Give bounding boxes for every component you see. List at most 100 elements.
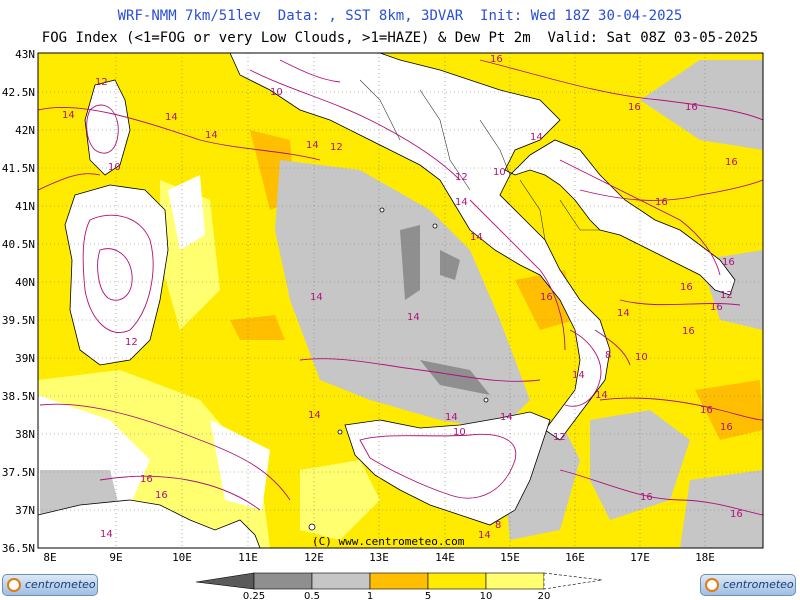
- contour-label: 16: [155, 490, 168, 501]
- contour-label: 10: [493, 167, 506, 178]
- contour-label: 8: [495, 520, 501, 531]
- lat-label: 41N: [15, 200, 35, 213]
- colorbar-segment-4: [427, 572, 487, 590]
- land-sicily: [344, 411, 551, 526]
- logo-globe-icon: [705, 578, 719, 592]
- contour-line: [559, 159, 721, 276]
- colorbar-label: 5: [425, 591, 431, 600]
- contour-label: 14: [478, 530, 491, 541]
- contour-line: [564, 329, 602, 407]
- border-line: [359, 79, 401, 141]
- border-line: [559, 199, 600, 231]
- contour-label: 16: [140, 474, 153, 485]
- colorbar-label: 10: [480, 591, 493, 600]
- contour-label: 14: [205, 130, 218, 141]
- contour-label: 12: [125, 337, 138, 348]
- lat-label: 41.5N: [2, 162, 35, 175]
- contour-label: 14: [530, 132, 543, 143]
- map-title-field: FOG Index (<1=FOG or very Low Clouds, >1…: [41, 30, 759, 46]
- lon-label: 11E: [238, 551, 258, 564]
- lon-label: 13E: [369, 551, 389, 564]
- lon-label: 14E: [435, 551, 455, 564]
- contour-line: [82, 214, 154, 334]
- contour-label: 14: [407, 312, 420, 323]
- contour-label: 16: [540, 292, 553, 303]
- centrometeo-logo-right[interactable]: centrometeo: [700, 574, 796, 596]
- land-tunisia: [38, 499, 261, 548]
- contour-label: 16: [710, 302, 723, 313]
- latitude-labels: 43N 42.5N 42N 41.5N 41N 40.5N 40N 39.5N …: [2, 48, 35, 555]
- copyright-text: (C) www.centrometeo.com: [312, 535, 465, 548]
- colorbar-segment-5: [485, 572, 545, 590]
- contour-label: 14: [165, 112, 178, 123]
- contour-line: [559, 469, 763, 516]
- lat-label: 37.5N: [2, 466, 35, 479]
- dense-fog-area: [420, 360, 490, 395]
- colorbar-label: 1: [367, 591, 373, 600]
- contour-label: 16: [628, 102, 641, 113]
- lat-label: 40.5N: [2, 238, 35, 251]
- fog-area: [420, 290, 490, 380]
- land-italy-peninsula: [38, 53, 736, 441]
- island-pantelleria: [308, 523, 316, 531]
- contour-label: 16: [655, 197, 668, 208]
- lat-label: 40N: [15, 276, 35, 289]
- lat-label: 39.5N: [2, 314, 35, 327]
- contour-line: [299, 358, 541, 382]
- contour-label: 14: [470, 232, 483, 243]
- orange-area: [230, 315, 285, 340]
- lat-label: 39N: [15, 352, 35, 365]
- contour-line: [469, 199, 566, 351]
- contour-label: 12: [455, 172, 468, 183]
- lat-label: 42N: [15, 124, 35, 137]
- contour-label: 16: [490, 54, 503, 65]
- colorbar: 0.25 0.5 1 5 10 20: [195, 572, 603, 600]
- contour-label: 14: [445, 412, 458, 423]
- lat-label: 38.5N: [2, 390, 35, 403]
- dew-point-contours: [38, 59, 763, 516]
- contour-line: [38, 173, 101, 191]
- contour-label: 16: [720, 422, 733, 433]
- colorbar-high-arrow: [543, 572, 603, 590]
- white-area: [168, 175, 205, 250]
- lon-label: 18E: [695, 551, 715, 564]
- contour-line: [579, 179, 763, 201]
- lat-label: 36.5N: [2, 542, 35, 555]
- contour-line: [38, 106, 321, 161]
- lat-label: 37N: [15, 504, 35, 517]
- lon-label: 15E: [500, 551, 520, 564]
- contour-label: 16: [680, 282, 693, 293]
- island-aeolian: [483, 397, 489, 403]
- contour-line: [619, 299, 741, 306]
- colorbar-label: 20: [538, 591, 551, 600]
- contour-label: 14: [455, 197, 468, 208]
- contour-label: 8: [605, 350, 611, 361]
- map-frame: [37, 52, 764, 549]
- island-egadi: [337, 429, 343, 435]
- contour-line: [279, 59, 341, 83]
- island-ponza: [379, 207, 385, 213]
- contour-line: [39, 403, 291, 501]
- contour-label: 16: [722, 257, 735, 268]
- contour-label: 16: [725, 157, 738, 168]
- logo-text: centrometeo: [25, 578, 96, 591]
- contour-line: [97, 248, 133, 301]
- contour-label: 12: [720, 290, 733, 301]
- contour-label: 16: [730, 509, 743, 520]
- orange-area: [695, 380, 763, 440]
- contour-label: 10: [270, 87, 283, 98]
- centrometeo-logo-left[interactable]: centrometeo: [2, 574, 98, 596]
- logo-globe-icon: [7, 578, 21, 592]
- fog-area: [640, 60, 763, 150]
- border-line: [519, 179, 546, 241]
- island-ischia: [432, 223, 438, 229]
- contour-label: 16: [700, 405, 713, 416]
- white-area: [210, 420, 270, 510]
- fog-area: [680, 470, 763, 548]
- longitude-labels: 8E 9E 10E 11E 12E 13E 14E 15E 16E 17E 18…: [43, 551, 715, 564]
- contour-label: 12: [95, 77, 108, 88]
- colorbar-segment-1: [253, 572, 313, 590]
- contour-line: [599, 397, 763, 421]
- contour-labels: 16 16 16 14 14 12 10 10 14 12 14 14 16 1…: [62, 54, 743, 541]
